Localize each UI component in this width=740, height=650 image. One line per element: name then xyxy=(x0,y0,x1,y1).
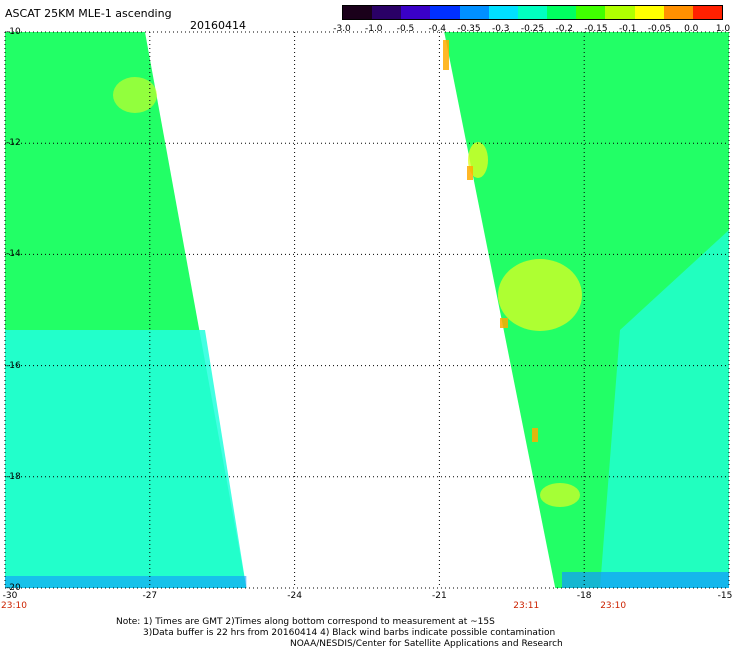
longitude-tick-label: -27 xyxy=(142,591,158,601)
colorbar-tick-label: -0.3 xyxy=(491,24,510,34)
longitude-tick-label: -21 xyxy=(432,591,447,601)
east-swath-orange-patch xyxy=(500,318,508,328)
colorbar-tick-label: -0.05 xyxy=(647,24,672,34)
colorbar-segment xyxy=(372,6,402,19)
west-swath-cyan-region xyxy=(5,330,247,588)
longitude-tick-label: -30 xyxy=(2,591,18,601)
latitude-tick-label: -18 xyxy=(6,471,21,482)
colorbar-segment xyxy=(605,6,635,19)
latitude-tick-label: -14 xyxy=(6,249,21,260)
colorbar-segment xyxy=(634,6,664,19)
colorbar-segment xyxy=(576,6,606,19)
colorbar-tick-label: -0.5 xyxy=(396,24,415,34)
east-swath-yellow-patch xyxy=(498,259,582,331)
longitude-tick-label: -15 xyxy=(717,591,733,601)
colorbar-segment xyxy=(663,6,693,19)
colorbar-tick-label: -3.0 xyxy=(333,24,351,34)
product-title: ASCAT 25KM MLE-1 ascending xyxy=(5,7,172,20)
measurement-time-label: 23:11 xyxy=(513,601,540,611)
colorbar-segment xyxy=(517,6,548,19)
colorbar-segment xyxy=(430,6,460,19)
east-swath-blue-strip xyxy=(562,572,729,588)
note-line-1: Note: 1) Times are GMT 2)Times along bot… xyxy=(116,617,495,627)
colorbar-segment xyxy=(459,6,489,19)
east-swath-orange-patch xyxy=(532,428,538,442)
colorbar xyxy=(342,5,723,20)
east-swath-orange-patch xyxy=(467,166,473,180)
colorbar-tick-label: -0.35 xyxy=(457,24,481,34)
longitude-tick-label: -18 xyxy=(576,591,592,601)
colorbar-tick-label: -1.0 xyxy=(364,24,383,34)
colorbar-tick-label: 0.0 xyxy=(684,24,699,34)
note-line-2: 3)Data buffer is 22 hrs from 20160414 4)… xyxy=(143,628,556,638)
note-line-3: NOAA/NESDIS/Center for Satellite Applica… xyxy=(290,639,563,649)
latitude-tick-label: -12 xyxy=(6,138,21,149)
latitude-tick-label: -16 xyxy=(6,360,21,371)
colorbar-tick-label: 1.0 xyxy=(715,24,731,34)
colorbar-tick-label: -0.2 xyxy=(555,24,574,34)
longitude-tick-label: -24 xyxy=(287,591,302,601)
east-swath-orange-patch xyxy=(443,40,449,70)
product-date: 20160414 xyxy=(190,19,246,32)
measurement-time-label: 23:10 xyxy=(600,601,627,611)
colorbar-tick-label: -0.25 xyxy=(520,24,545,34)
measurement-time-label: 23:10 xyxy=(1,601,27,611)
colorbar-tick-label: -0.1 xyxy=(618,24,637,34)
colorbar-tick-label: -0.15 xyxy=(584,24,608,34)
east-swath-yellow-patch xyxy=(540,483,580,507)
colorbar-segment xyxy=(343,6,373,19)
east-swath-cyan-region xyxy=(600,230,729,588)
latitude-tick-label: -10 xyxy=(6,27,21,37)
colorbar-tick-label: -0.4 xyxy=(428,24,447,34)
colorbar-segment xyxy=(692,6,722,19)
colorbar-segment xyxy=(547,6,577,19)
colorbar-segment xyxy=(401,6,431,19)
west-swath-yellow-patch xyxy=(113,77,157,113)
colorbar-segment xyxy=(488,6,518,19)
west-swath-blue-strip xyxy=(5,576,247,588)
latitude-tick-label: -20 xyxy=(6,583,21,593)
